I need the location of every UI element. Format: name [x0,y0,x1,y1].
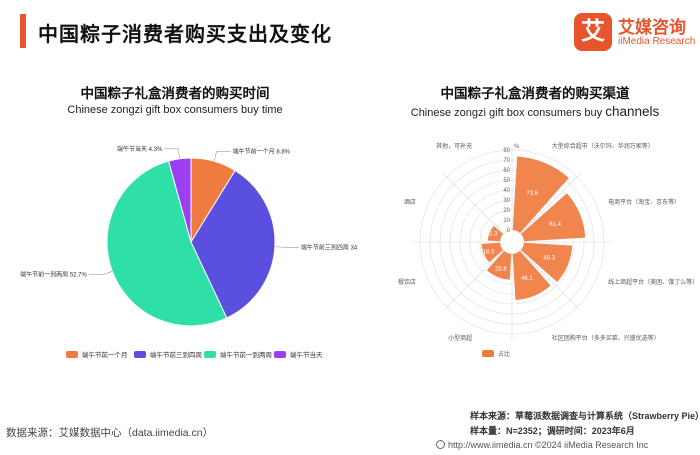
legend-item: 端午节前一个月 [66,348,128,360]
pie-leader-line [88,270,113,275]
pie-chart: 端午节前一个月 8.8% 端午节前三到四周 34 端午节前一到两周 52.7% 端午节… [20,145,358,327]
polar-chart-subtitle-emphasis: channels [605,104,660,119]
polar-tick-label: 20 [503,208,510,214]
polar-category-label: 大型综合超市（沃尔玛、华润万家等） [552,142,654,150]
polar-tick-label: 40 [503,188,510,194]
polar-bar-chart: 0 10 20 30 40 50 60 70 80% 73.6 大型综合超市（沃尔玛、华润万家等） 6… [398,142,698,358]
polar-category-label: 电商平台（淘宝、京东等） [608,198,680,206]
legend-swatch [204,350,216,358]
polar-bar [520,242,573,283]
data-source-note: 数据来源：艾媒数据中心（data.iimedia.cn） [6,427,214,439]
pie-slice [190,169,276,319]
pie-slice [106,160,228,327]
polar-value-label: 12.3 [486,232,498,238]
globe-icon [436,440,445,449]
pie-leader-line [274,246,299,248]
sample-size-note: 样本量：N=2352；调研时间：2023年6月 [470,426,635,436]
polar-tick-label: 80 [503,148,510,154]
polar-category-label: 餐饮店 [398,278,416,286]
polar-spoke [442,172,504,234]
pie-chart-title: 中国粽子礼盒消费者的购买时间 [80,86,270,101]
polar-tick-label: 0 [507,228,511,234]
polar-category-label: 其他，可补充 [436,142,472,150]
page-title: 中国粽子消费者购买支出及变化 [38,24,332,46]
polar-bar [481,242,504,263]
polar-spoke [520,172,582,234]
legend-item: 端午节前三到四周 [134,348,202,360]
brand-mark-icon: 艾 [574,13,612,51]
polar-value-label: 61.4 [549,222,561,228]
polar-bar [487,225,504,242]
pie-data-label: 端午节当天 4.3% [117,145,163,153]
polar-tick-label: 60 [503,168,510,174]
polar-legend-swatch [482,350,494,357]
polar-spoke [442,250,504,312]
legend-label: 端午节前一到两周 [220,352,272,359]
polar-bar [512,250,551,300]
polar-category-label: 线上商超平台（美团、饿了么等） [608,278,698,286]
website-footer: http://www.iimedia.cn ©2024 iiMedia Rese… [436,440,648,450]
pie-chart-subtitle: Chinese zongzi gift box consumers buy ti… [67,104,283,116]
pie-data-label: 端午节前一到两周 52.7% [20,271,87,279]
brand-name-en: iiMedia Research [618,36,696,47]
pie-leader-line [213,151,231,162]
polar-category-label: 社区团购平台（多多买菜、兴盛优选等） [552,334,660,342]
polar-tick-label: 50 [503,178,510,184]
legend-label: 端午节当天 [290,352,323,359]
polar-tick-label: 10 [503,218,510,224]
polar-tick-label: 70 [503,158,510,164]
polar-axis-unit: % [514,144,520,150]
polar-bar [512,156,569,234]
pie-data-label: 端午节前三到四周 34 [301,243,358,251]
legend-swatch [274,350,286,358]
legend-item: 端午节前一到两周 [204,348,272,360]
brand-logo: 艾 艾媒咨询 iiMedia Research [574,11,696,55]
brand-name-cn: 艾媒咨询 [618,18,686,37]
legend-label: 端午节前三到四周 [150,352,202,359]
sample-source-note: 样本来源：草莓派数据调查与计算系统（Strawberry Pie） [470,411,700,421]
legend-swatch [134,350,146,358]
polar-category-label: 酒店 [404,198,416,206]
title-accent-bar [20,14,26,48]
legend-swatch [66,350,78,358]
polar-value-label: 18.5 [483,250,495,256]
polar-value-label: 0.1 [500,222,509,228]
polar-value-label: 46.1 [521,276,533,282]
pie-legend: 端午节前一个月 端午节前三到四周 端午节前一到两周 端午节当天 [66,348,326,360]
website-text: http://www.iimedia.cn ©2024 iiMedia Rese… [448,440,649,450]
polar-grid-circle [499,229,525,255]
legend-item: 端午节当天 [274,348,323,360]
pie-data-label: 端午节前一个月 8.8% [233,148,291,156]
polar-bar [486,250,512,280]
polar-chart-subtitle: Chinese zongzi gift box consumers buy ch… [385,104,685,119]
polar-chart-subtitle-text: Chinese zongzi gift box consumers buy [410,107,603,119]
polar-category-label: 小型商超 [448,334,472,342]
polar-value-label: 48.3 [543,255,555,261]
polar-spoke [520,250,582,312]
polar-chart-title: 中国粽子礼盒消费者的购买渠道 [440,86,630,101]
pie-leader-line [164,148,180,159]
polar-legend-label: 占比 [498,350,510,358]
polar-tick-label: 30 [503,198,510,204]
polar-bar [520,193,586,242]
polar-value-label: 73.6 [526,191,538,197]
polar-value-label: 25.8 [495,267,507,273]
legend-label: 端午节前一个月 [82,352,128,359]
